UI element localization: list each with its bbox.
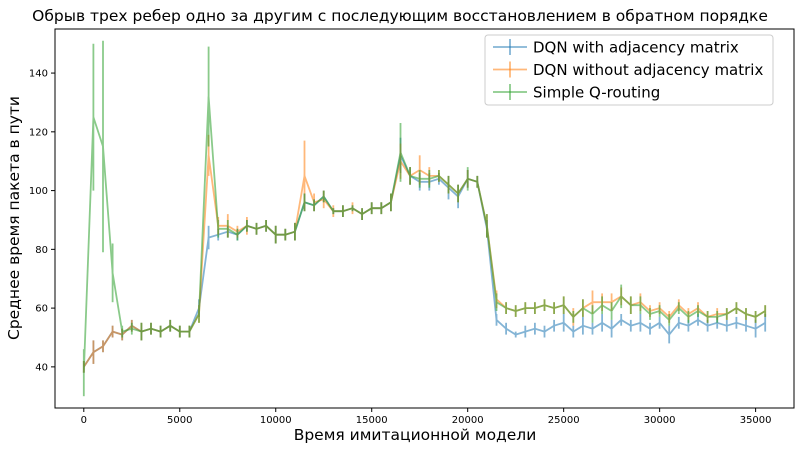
axis-ticks: 0 5000 10000 15000 20000 25000 30000 35000 40 60 8…: [29, 69, 772, 426]
legend-item: Simple Q-routing: [493, 84, 660, 102]
legend-label: DQN with adjacency matrix: [533, 39, 739, 57]
chart-title: Обрыв трех ребер одно за другим с послед…: [32, 7, 768, 25]
y-tick-label: 60: [35, 304, 48, 315]
x-tick-label: 35000: [740, 415, 772, 426]
plot-area: [82, 40, 767, 397]
y-tick-label: 140: [29, 69, 48, 80]
legend: DQN with adjacency matrix DQN without adj…: [484, 34, 774, 106]
series-line: [82, 96, 766, 373]
legend-item: DQN with adjacency matrix: [493, 39, 739, 57]
legend-item: DQN without adjacency matrix: [493, 61, 763, 79]
x-tick-label: 25000: [548, 415, 580, 426]
series-2: [82, 134, 767, 373]
x-tick-label: 5000: [167, 415, 192, 426]
x-tick-label: 15000: [356, 415, 388, 426]
series-3: [82, 40, 767, 397]
x-tick-label: 10000: [260, 415, 292, 426]
legend-label: Simple Q-routing: [533, 84, 660, 102]
x-axis-label: Время имитационной модели: [294, 426, 537, 444]
y-tick-label: 100: [29, 186, 48, 197]
series-line: [83, 155, 766, 368]
y-tick-label: 120: [29, 127, 48, 138]
x-tick-label: 0: [81, 415, 87, 426]
y-tick-label: 80: [35, 245, 48, 256]
y-tick-label: 40: [35, 362, 48, 373]
legend-label: DQN without adjacency matrix: [533, 61, 763, 79]
legend-box: [484, 34, 774, 106]
x-tick-label: 30000: [644, 415, 676, 426]
series-line: [83, 152, 766, 368]
x-tick-label: 20000: [452, 415, 484, 426]
axes-frame: [54, 28, 795, 409]
y-axis-label: Среднее время пакета в пути: [5, 96, 23, 340]
